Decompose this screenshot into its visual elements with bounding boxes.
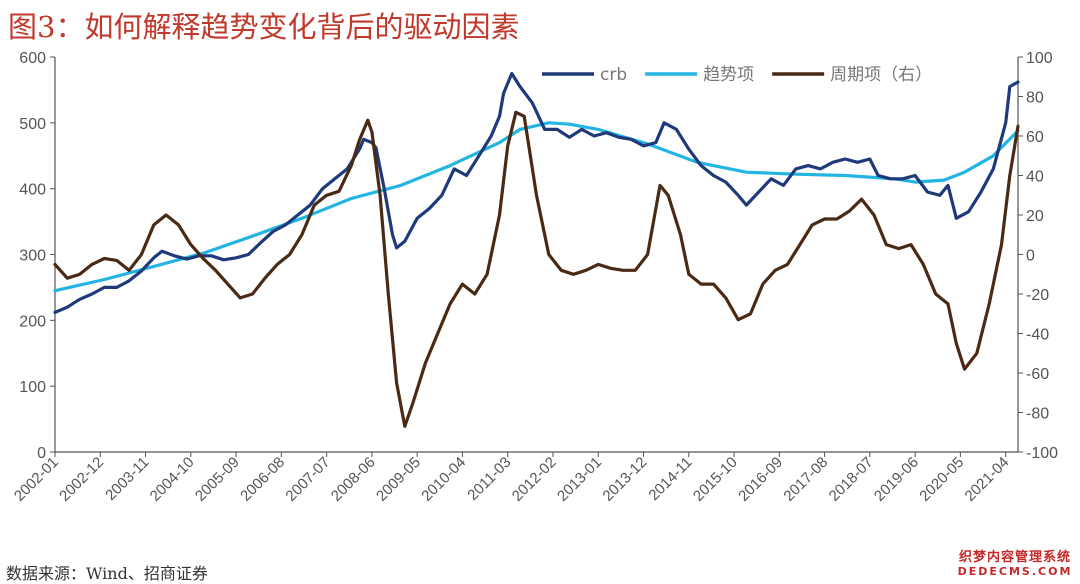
right-tick-label: 60 [1026, 129, 1044, 146]
series-layer [53, 71, 1020, 428]
x-tick-label: 2015-10 [690, 454, 741, 505]
watermark-text-1: 织梦内容管理系统 [958, 550, 1071, 565]
right-tick-label: 0 [1026, 248, 1035, 265]
right-tick-label: 100 [1026, 50, 1053, 67]
x-tick-label: 2004-10 [147, 454, 198, 505]
right-tick-label: -80 [1026, 406, 1049, 423]
x-tick-label: 2020-05 [916, 454, 967, 505]
x-tick-label: 2003-11 [102, 454, 152, 504]
x-tick-label: 2002-12 [56, 454, 107, 505]
left-tick-label: 500 [19, 116, 46, 133]
right-tick-label: 80 [1026, 90, 1044, 107]
trend-series-line [53, 121, 1020, 293]
watermark-logo: 织梦内容管理系统 DEDECMS.COM [956, 546, 1074, 578]
x-tick-label: 2021-04 [962, 454, 1013, 505]
left-tick-label: 400 [19, 182, 46, 199]
right-tick-label: -20 [1026, 287, 1049, 304]
axes-layer: 0 100 200 300 400 500 600 -100 -80 -60 -40 -20 0 20 40… [11, 50, 1058, 505]
x-tick-label: 2014-11 [645, 454, 695, 504]
watermark-text-2: DEDECMS.COM [957, 565, 1073, 578]
data-source-note: 数据来源：Wind、招商证券 [6, 564, 208, 583]
x-tick-label: 2006-08 [237, 454, 288, 505]
x-tick-label: 2005-09 [192, 454, 243, 505]
right-tick-label: -100 [1026, 445, 1058, 462]
left-tick-label: 300 [19, 248, 46, 265]
x-tick-label: 2009-05 [373, 454, 424, 505]
x-tick-label: 2013-12 [599, 454, 650, 505]
legend: crb 趋势项 周期项（右） [542, 65, 932, 85]
left-tick-label: 600 [19, 50, 46, 67]
right-tick-label: -60 [1026, 366, 1049, 383]
left-tick-label: 0 [37, 445, 46, 462]
x-tick-label: 2007-07 [282, 454, 333, 505]
x-tick-label: 2019-06 [871, 454, 922, 505]
chart-title: 图3：如何解释趋势变化背后的驱动因素 [8, 10, 520, 44]
legend-label-cycle: 周期项（右） [830, 65, 932, 85]
legend-label-crb: crb [600, 65, 627, 85]
x-tick-label: 2012-02 [509, 454, 560, 505]
left-tick-label: 200 [19, 313, 46, 330]
x-tick-label: 2010-04 [418, 454, 469, 505]
x-tick-label: 2008-06 [328, 454, 379, 505]
right-tick-label: -40 [1026, 327, 1049, 344]
cycle-series-line [53, 110, 1020, 428]
x-tick-label: 2011-03 [464, 454, 514, 504]
x-tick-label: 2017-08 [780, 454, 831, 505]
x-tick-label: 2018-07 [826, 454, 877, 505]
crb-series-line [53, 71, 1020, 314]
legend-label-trend: 趋势项 [703, 65, 754, 85]
right-tick-label: 20 [1026, 208, 1044, 225]
x-tick-label: 2016-09 [735, 454, 786, 505]
left-tick-label: 100 [19, 379, 46, 396]
x-tick-label: 2013-01 [554, 454, 605, 505]
right-tick-label: 40 [1026, 169, 1044, 186]
